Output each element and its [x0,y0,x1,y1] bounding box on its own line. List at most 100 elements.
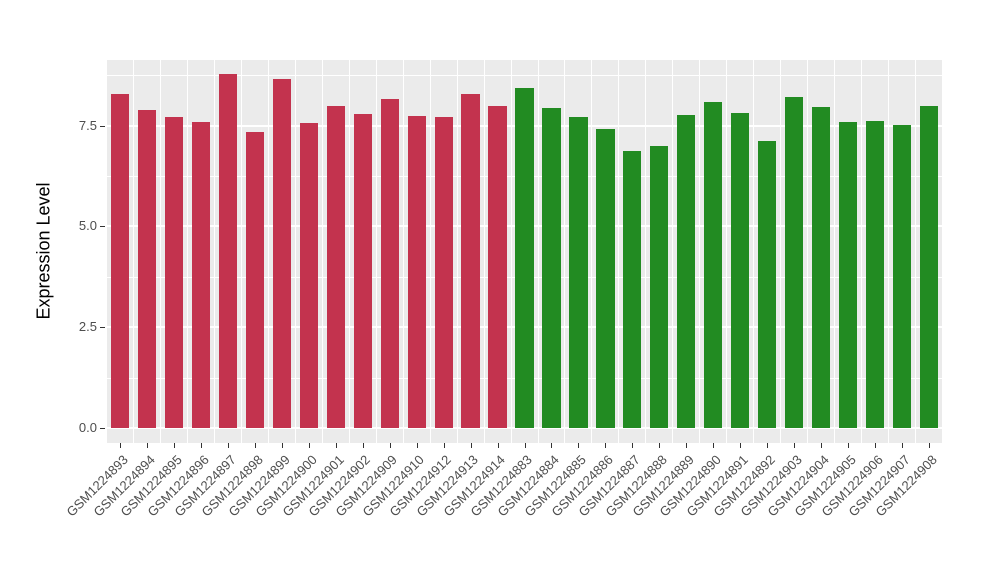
bar-cell: GSM1224895 [117,60,187,519]
bar-cell: GSM1224912 [387,60,457,519]
y-tick-label: 7.5 [78,117,97,133]
bar [812,106,831,428]
bar-cell: GSM1224908 [872,60,944,519]
y-tick-label: 2.5 [78,319,97,335]
bar [191,121,210,428]
bar-cell: GSM1224909 [333,60,403,519]
y-tick [100,125,105,127]
x-tick [497,443,499,448]
bar-cell: GSM1224887 [576,60,645,519]
bar-cell: GSM1224884 [495,60,565,519]
bar-cell: GSM1224893 [63,60,133,519]
x-tick [902,443,904,448]
x-tick [686,443,688,448]
x-tick [470,443,472,448]
bar [569,117,588,428]
bar-cell: GSM1224904 [764,60,834,519]
x-tick [200,443,202,448]
bar-cell: GSM1224902 [306,60,376,519]
bar [515,88,534,428]
bar [218,73,237,428]
bar-cell: GSM1224907 [845,60,915,519]
bar [299,122,318,428]
bar [407,115,426,428]
bar [110,94,130,428]
bar-cell: GSM1224914 [441,60,511,519]
bar-cell: GSM1224889 [630,60,699,519]
x-tick [119,443,121,448]
bar [623,150,642,428]
y-axis-title-text: Expression Level [33,182,54,320]
x-tick [254,443,256,448]
x-tick [848,443,850,448]
bar [380,98,399,428]
x-tick [713,443,715,448]
bar [326,106,345,428]
bar [164,117,183,428]
bars-layer: GSM1224893 GSM1224894 GSM1224895 GSM1224896… [63,60,944,519]
bar [596,128,615,428]
y-tick-label: 0.0 [78,420,97,435]
y-tick [100,327,105,329]
x-tick [767,443,769,448]
x-tick [605,443,607,448]
x-tick [929,443,931,448]
bar-cell: GSM1224903 [737,60,807,519]
x-tick [740,443,742,448]
bar [866,121,885,428]
gridline-major [106,427,943,429]
bar [839,122,858,428]
x-tick [632,443,634,448]
bar-cell: GSM1224892 [711,60,780,519]
x-tick [524,443,526,448]
bar [137,109,157,428]
bar-cell: GSM1224905 [791,60,861,519]
bar-cell: GSM1224901 [279,60,349,519]
bar-cell: GSM1224883 [468,60,538,519]
bar [353,114,372,428]
bar-cell: GSM1224910 [360,60,430,519]
x-tick [362,443,364,448]
bar-cell: GSM1224913 [414,60,484,519]
bar [892,125,912,428]
gridline-minor [106,75,943,77]
x-tick [551,443,553,448]
bar [785,97,804,428]
plot-panel: GSM1224893 GSM1224894 GSM1224895 GSM1224896… [63,60,944,519]
x-tick [578,443,580,448]
x-tick [335,443,337,448]
bar-cell: GSM1224894 [90,60,160,519]
bar [272,79,291,428]
bar-cell: GSM1224900 [252,60,322,519]
bar [919,106,939,428]
bar [434,116,453,428]
x-tick [281,443,283,448]
bar-cell: GSM1224906 [818,60,888,519]
bar [488,106,507,428]
bar-cell: GSM1224896 [144,60,214,519]
bar [704,102,723,428]
x-tick [308,443,310,448]
bar [461,94,480,428]
y-tick-label: 5.0 [78,218,97,234]
bar [677,115,696,428]
x-tick [227,443,229,448]
x-tick [443,443,445,448]
bar [650,145,669,428]
bar [245,132,264,428]
bar-cell: GSM1224888 [603,60,672,519]
x-tick [173,443,175,448]
bar-cell: GSM1224885 [522,60,591,519]
x-tick [821,443,823,448]
bar-cell: GSM1224891 [684,60,753,519]
x-tick [389,443,391,448]
x-tick [416,443,418,448]
bar-cell: GSM1224890 [657,60,726,519]
y-tick [100,226,105,228]
x-tick [794,443,796,448]
x-tick [146,443,148,448]
bar [542,107,561,428]
bar-cell: GSM1224886 [549,60,618,519]
y-tick [100,428,105,429]
